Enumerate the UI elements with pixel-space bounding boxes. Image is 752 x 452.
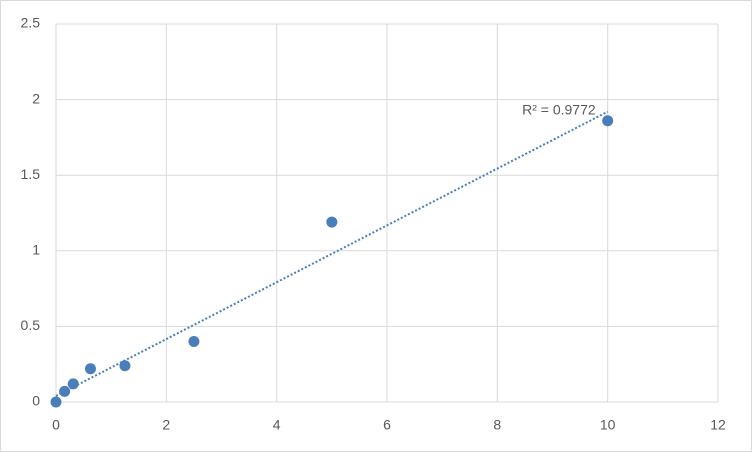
data-point	[188, 336, 200, 348]
data-point	[602, 115, 614, 127]
y-tick-label: 1.5	[21, 166, 41, 182]
x-tick-label: 2	[162, 417, 170, 433]
y-tick-label: 2.5	[21, 15, 41, 31]
trendline-label: R² = 0.9772	[522, 101, 596, 117]
y-tick-label: 0.5	[21, 317, 41, 333]
data-point	[50, 396, 62, 408]
trendline	[55, 110, 609, 397]
y-tick-label: 2	[32, 90, 40, 106]
data-point	[67, 378, 79, 390]
x-tick-label: 10	[600, 417, 616, 433]
x-tick-label: 8	[493, 417, 501, 433]
data-point	[326, 216, 338, 228]
data-point	[84, 363, 96, 375]
x-tick-label: 0	[52, 417, 60, 433]
x-tick-label: 6	[383, 417, 391, 433]
data-point	[59, 385, 71, 397]
y-tick-label: 0	[32, 393, 40, 409]
x-tick-label: 4	[273, 417, 281, 433]
y-tick-label: 1	[32, 242, 40, 258]
x-tick-label: 12	[710, 417, 726, 433]
data-point	[119, 360, 131, 372]
